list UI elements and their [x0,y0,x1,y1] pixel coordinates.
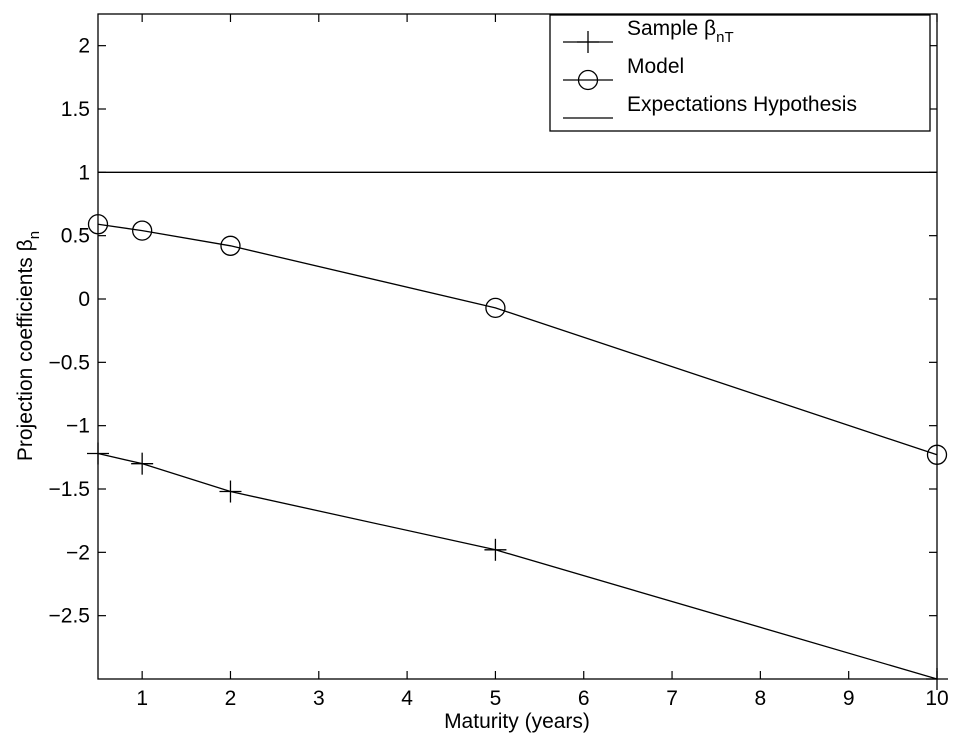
x-axis-label: Maturity (years) [444,710,590,733]
legend: Sample βnT Model Expectations Hypothesis [549,14,931,132]
data-point-sample [131,452,154,475]
x-tick-label: 5 [490,687,502,710]
x-tick-label: 4 [401,687,413,710]
legend-marker-sample [577,31,599,53]
data-point-model [220,235,241,256]
series-layer [87,171,948,690]
x-tick-label: 8 [755,687,767,710]
x-tick-label: 6 [578,687,590,710]
x-tick-label: 7 [666,687,678,710]
data-point-model [485,297,506,319]
y-tick-label: 2 [78,35,90,58]
x-tick-label: 9 [843,687,855,710]
y-tick-label: 0 [78,288,90,311]
legend-label-model: Model [627,55,684,78]
x-tick-label: 2 [225,687,237,710]
legend-label-sample: Sample βnT [627,17,734,46]
series-model-line [97,223,938,456]
y-tick-label: −2 [66,541,90,564]
y-tick-label: −1.5 [49,478,90,501]
y-axis-label-subscript: n [26,231,43,239]
data-point-sample [219,480,242,503]
y-tick-label: −0.5 [49,351,90,374]
x-tick-label: 3 [313,687,325,710]
data-point-model [926,444,948,465]
x-tick-label: 10 [925,687,948,710]
x-tick-label: 1 [136,687,148,710]
tick-layer: 1 2 3 4 5 6 7 8 9 10 −2.5 −2 −1.5 −1 −0.5 0 0.5 1 1.5 2 [49,14,949,710]
legend-label-text: Sample β [627,17,716,40]
data-point-sample [87,442,109,465]
data-point-model [87,214,109,235]
data-point-model [132,220,153,241]
y-axis-label: Projection coefficients βn [14,231,43,461]
data-point-sample [484,538,507,561]
legend-label-subscript: nT [716,29,734,46]
legend-marker-model [577,69,599,91]
y-axis-label-main: Projection coefficients β [14,239,37,461]
legend-label-expectations: Expectations Hypothesis [627,93,857,116]
series-model [87,214,948,465]
legend-label-text: Expectations Hypothesis [627,93,857,116]
y-tick-label: −2.5 [49,605,90,628]
y-tick-label: 0.5 [61,225,90,248]
y-tick-label: 1.5 [61,98,90,121]
legend-label-text: Model [627,55,684,78]
y-tick-label: 1 [78,161,90,184]
legend-box [549,14,931,132]
y-tick-label: −1 [66,415,90,438]
